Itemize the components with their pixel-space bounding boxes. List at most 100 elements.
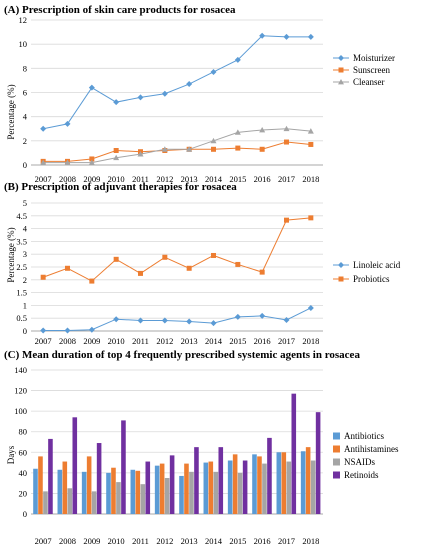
panel-c-x-tick-label: 2010 [108,536,125,546]
panel-c-nsaids-bar [164,478,170,514]
panel-a-moisturizer-point [307,33,314,40]
panel-c-retinoids-bar [121,420,126,514]
panel-c-nsaids-bar [213,471,219,514]
panel-c-antibiotics-bar [300,451,306,514]
panel-b-x-tick-label: 2010 [108,336,125,346]
panel-b-adjuvant-chart: (B) Prescription of adjuvant therapies f… [4,181,401,346]
panel-b-y-tick-label: 4 [23,224,28,234]
panel-b-linoleic-acid-point [210,320,217,327]
panel-a-sunscreen-point [308,141,314,147]
panel-a-x-tick-label: 2017 [278,174,295,184]
panel-b-series [40,215,314,334]
panel-c-y-tick-label: 60 [19,447,28,457]
panel-b-linoleic-acid-point [137,317,144,324]
panel-b-ylabel: Percentage (%) [6,227,16,282]
panel-c-retinoids-bar [315,412,321,514]
panel-b-probiotics-point [186,265,192,271]
panel-b-probiotics-point [259,269,265,275]
panel-a-cleanser-point [259,126,266,133]
panel-c-antihistamines-bar [208,461,214,514]
panel-c-y-tick-label: 0 [23,509,27,519]
panel-a-moisturizer-point [88,84,95,91]
panel-c-x-ticks: 2007 2008 2009 2010 2011 2012 2013 2014 2015 2016… [35,536,320,546]
panel-c-retinoids-bar [145,461,151,514]
panel-c-x-tick-label: 2013 [181,536,198,546]
panel-b-linoleic-acid-point [113,316,120,323]
panel-b-y-tick-label: 2 [23,275,27,285]
panel-c-antihistamines-bar [38,456,43,514]
panel-a-legend-label-cleanser: Cleanser [353,77,385,87]
panel-b-x-tick-label: 2013 [181,336,198,346]
panel-c-nsaids-bar [189,471,194,514]
panel-a-cleanser-point [283,125,290,132]
panel-c-retinoids-bar [194,447,199,514]
panel-c-bars [33,393,321,514]
panel-b-probiotics-point [162,254,168,260]
panel-b-linoleic-acid-line [43,307,312,331]
panel-b-x-tick-label: 2007 [35,336,52,346]
panel-b-y-tick-label: 0.5 [16,313,27,323]
panel-a-sunscreen-point [259,146,265,152]
panel-a-x-tick-label: 2012 [156,174,173,184]
panel-b-probiotics-point [211,252,216,258]
panel-a-x-tick-label: 2008 [59,174,76,184]
panel-b-linoleic-acid-point [307,304,314,311]
panel-a-moisturizer-point [137,94,144,101]
panel-c-antibiotics-bar [33,468,38,514]
panel-b-legend-label-probiotics: Probiotics [353,274,390,284]
panel-a-sunscreen-point [89,156,95,162]
panel-c-title: (C) Mean duration of top 4 frequently pr… [4,349,360,361]
panel-c-gridlines [31,369,323,515]
panel-a-x-tick-label: 2014 [205,174,223,184]
panel-a-moisturizer-point [64,120,71,127]
panel-c-antihistamines-bar [159,463,165,514]
panel-b-linoleic-acid-point [186,318,193,325]
panel-c-antihistamines-bar [232,454,238,514]
panel-c-antibiotics-bar [57,469,63,514]
panel-a-cleanser-point [88,159,95,165]
panel-b-linoleic-acid-point [40,327,47,334]
panel-b-title: (B) Prescription of adjuvant therapies f… [4,181,237,193]
panel-a-cleanser-point [234,129,241,135]
panel-c-antihistamines-bar [111,467,116,514]
panel-c-antibiotics-bar [106,472,111,514]
panel-a-cleanser-point [113,154,120,161]
panel-c-antihistamines-bar [135,470,141,514]
panel-b-x-tick-label: 2012 [156,336,173,346]
panel-a-moisturizer-line [43,35,311,130]
panel-c-antibiotics-bar [179,475,184,514]
panel-c-retinoids-bar [48,438,53,514]
panel-a-moisturizer-point [40,125,47,132]
panel-b-y-tick-label: 1 [23,300,27,310]
panel-c-retinoids-bar [96,443,102,514]
panel-b-x-tick-label: 2014 [205,336,223,346]
panel-c-nsaids-bar [262,463,267,514]
panel-c-x-tick-label: 2018 [302,536,319,546]
panel-a-moisturizer-point [283,33,290,40]
panel-b-probiotics-line [42,217,311,282]
panel-a-title: (A) Prescription of skin care products f… [4,4,236,16]
panel-a-sunscreen-line [43,141,311,162]
panel-a-skin-care-chart: (A) Prescription of skin care products f… [4,4,395,184]
panel-c-y-tick-label: 80 [19,427,28,437]
panel-b-y-tick-label: 4.5 [16,211,27,221]
panel-b-probiotics-point [284,217,289,223]
panel-a-moisturizer-point [259,32,266,39]
panel-a-y-tick-label: 12 [19,15,28,25]
panel-a-sunscreen-point [284,139,289,145]
panel-c-x-tick-label: 2014 [205,536,223,546]
panel-c-antibiotics-bar [252,454,257,514]
panel-c-retinoids-bar [242,460,248,514]
panel-a-y-tick-label: 8 [23,63,27,73]
panel-c-y-ticks: 0 20 40 60 80 100 120 140 [14,365,27,519]
panel-a-y-ticks: 0 2 4 6 8 10 12 [19,15,28,170]
panel-a-x-tick-label: 2011 [132,174,149,184]
panel-c-antihistamines-bar [62,461,68,514]
panel-c-antihistamines-bar [184,463,189,514]
panel-a-moisturizer-point [234,56,241,63]
panel-c-y-tick-label: 100 [14,406,27,416]
panel-c-y-tick-label: 120 [14,386,27,396]
panel-b-linoleic-acid-point [161,317,168,324]
panel-b-legend-label-linoleic-acid: Linoleic acid [353,260,401,270]
